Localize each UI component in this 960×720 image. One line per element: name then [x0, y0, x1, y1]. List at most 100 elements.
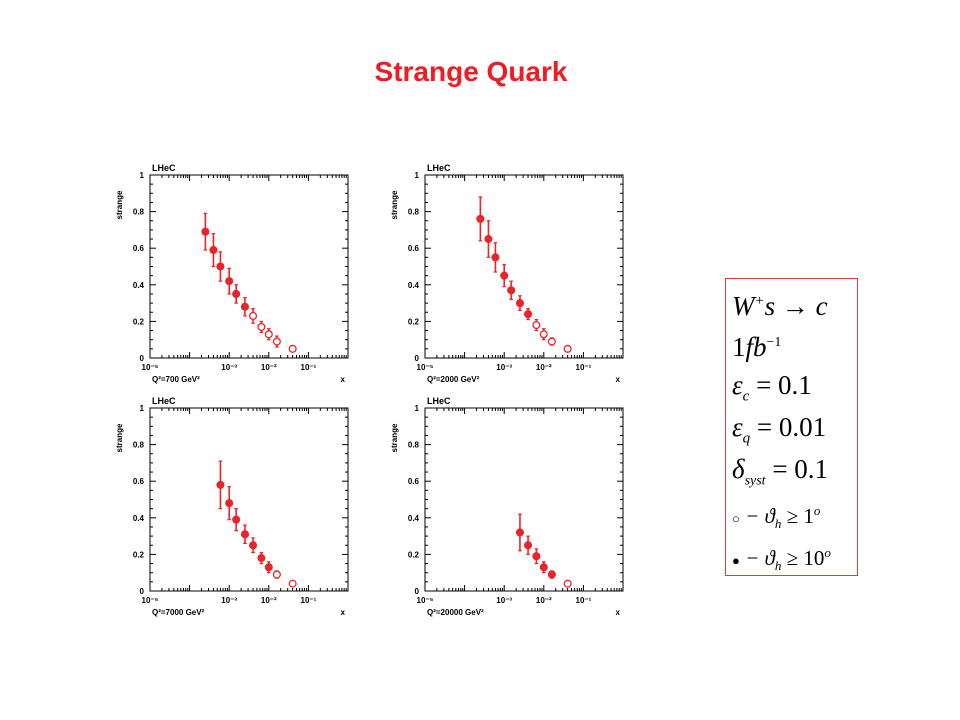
y-tick-label: 0	[140, 587, 145, 596]
data-point-filled	[491, 253, 500, 262]
arrow-icon: →	[781, 291, 809, 321]
q2-label: Q²=2000 GeV²	[427, 375, 480, 384]
legend-process: W+s → c	[732, 281, 828, 321]
data-point-filled	[232, 289, 241, 299]
x-tick-label: 10⁻⁵	[417, 596, 434, 605]
y-tick-label: 0.4	[133, 514, 145, 523]
legend-process-charm: c	[815, 291, 828, 321]
legend-eff-c-value: = 0.1	[749, 370, 812, 400]
y-tick-label: 0	[415, 587, 420, 596]
y-tick-label: 1	[140, 404, 145, 413]
legend-eff-c: εc = 0.1	[732, 365, 812, 405]
data-point-filled	[257, 554, 266, 563]
y-tick-label: 0	[415, 354, 420, 363]
x-tick-label: 10⁻³	[496, 363, 512, 372]
y-axis-label: strange	[115, 190, 124, 219]
x-tick-label: 10⁻²	[536, 363, 552, 372]
chart-panel-q2-2000: 0 0.2 0.4 0.6 0.8 1 10⁻⁵ 10⁻³ 10⁻² 10⁻¹ LHeC Q²=200…	[390, 163, 624, 384]
x-tick-label: 10⁻¹	[301, 596, 317, 605]
legend-luminosity-value: 1	[732, 332, 746, 362]
data-point-filled	[532, 552, 541, 561]
y-tick-label: 0.2	[133, 550, 145, 559]
data-point-filled	[547, 570, 556, 579]
y-tick-label: 0.4	[408, 514, 420, 523]
data-point-open	[288, 579, 297, 588]
y-axis-label: strange	[115, 423, 124, 452]
y-tick-label: 0.4	[408, 281, 420, 290]
degree-icon: o	[824, 545, 831, 560]
legend-eff-q-subscript: q	[742, 430, 751, 447]
legend-open-marker: ○ − ϑh ≥ 1o	[732, 491, 820, 531]
data-point-open	[532, 321, 541, 330]
legend-process-boson: W	[732, 291, 755, 321]
x-tick-label: 10⁻⁵	[142, 596, 159, 605]
y-axis-label: strange	[390, 423, 399, 452]
y-tick-label: 1	[140, 171, 145, 180]
x-axis-label: x	[341, 608, 346, 617]
data-point-open	[264, 330, 273, 339]
data-point-filled	[240, 302, 250, 311]
data-point-open	[563, 579, 572, 588]
legend-syst-symbol: δ	[732, 454, 745, 484]
legend-syst-subscript: syst	[744, 473, 766, 489]
panel-tag: LHeC	[152, 396, 176, 406]
data-point-open	[248, 311, 258, 320]
filled-circle-icon: ●	[732, 553, 740, 568]
y-tick-label: 0.8	[133, 208, 145, 217]
slide-title: Strange Quark	[374, 56, 568, 87]
legend-eff-q-value: = 0.01	[750, 412, 827, 442]
plot-frame	[424, 407, 624, 592]
legend-process-quark: s	[764, 291, 776, 321]
y-tick-label: 0.6	[408, 477, 420, 486]
legend-open-angle: − ϑ	[739, 504, 775, 528]
data-point-filled	[500, 271, 509, 280]
x-axis-label: x	[616, 608, 621, 617]
open-circle-icon: ○	[732, 511, 740, 526]
y-tick-label: 0.2	[408, 317, 420, 326]
degree-icon: o	[813, 503, 821, 518]
plot-frame	[149, 174, 349, 359]
data-point-filled	[225, 277, 234, 286]
data-point-filled	[515, 299, 525, 308]
y-tick-label: 0.6	[133, 244, 145, 253]
legend-eff-q-symbol: ε	[732, 412, 743, 442]
data-point-filled	[539, 563, 548, 572]
chart-panel-q2-20000: 0 0.2 0.4 0.6 0.8 1 10⁻⁵ 10⁻³ 10⁻² 10⁻¹ LHeC Q²=200…	[390, 396, 624, 617]
x-tick-label: 10⁻²	[261, 596, 277, 605]
y-tick-label: 0.8	[408, 441, 420, 450]
q2-label: Q²=700 GeV²	[152, 375, 200, 384]
plot-frame	[149, 407, 349, 592]
legend-filled-angle: − ϑ	[739, 546, 775, 570]
x-tick-label: 10⁻⁵	[142, 363, 159, 372]
data-point-filled	[232, 515, 241, 524]
y-tick-label: 1	[415, 404, 420, 413]
y-tick-label: 0.6	[133, 477, 145, 486]
y-tick-label: 0.2	[133, 317, 145, 326]
legend-process-charge: +	[754, 293, 765, 309]
legend-syst: δsyst = 0.1	[732, 449, 828, 489]
chart-panel-q2-7000: 0 0.2 0.4 0.6 0.8 1 10⁻⁵ 10⁻³ 10⁻² 10⁻¹ LHeC Q²=700…	[115, 396, 349, 617]
legend-eff-c-symbol: ε	[732, 370, 743, 400]
data-point-filled	[216, 262, 225, 271]
x-tick-label: 10⁻²	[261, 363, 277, 372]
y-tick-label: 0.8	[133, 441, 145, 450]
legend-open-subscript: h	[774, 516, 782, 532]
x-tick-label: 10⁻³	[221, 363, 237, 372]
y-tick-label: 0.6	[408, 244, 420, 253]
x-tick-label: 10⁻³	[221, 596, 237, 605]
legend-open-threshold: ≥ 1	[781, 504, 814, 528]
y-axis-label: strange	[390, 190, 399, 219]
data-point-filled	[515, 528, 525, 537]
y-tick-label: 1	[415, 171, 420, 180]
panel-tag: LHeC	[152, 163, 176, 173]
data-point-filled	[225, 499, 234, 508]
data-point-filled	[216, 480, 225, 489]
chart-panel-q2-700: 0 0.2 0.4 0.6 0.8 1 10⁻⁵ 10⁻³ 10⁻² 10⁻¹ LHeC Q²=700…	[115, 163, 349, 384]
x-tick-label: 10⁻¹	[576, 596, 592, 605]
legend-luminosity-unit: fb	[745, 332, 767, 362]
data-point-filled	[523, 310, 533, 319]
data-point-open	[539, 330, 548, 339]
legend-filled-subscript: h	[774, 558, 782, 574]
data-point-open	[547, 337, 556, 346]
data-point-open	[563, 344, 572, 353]
